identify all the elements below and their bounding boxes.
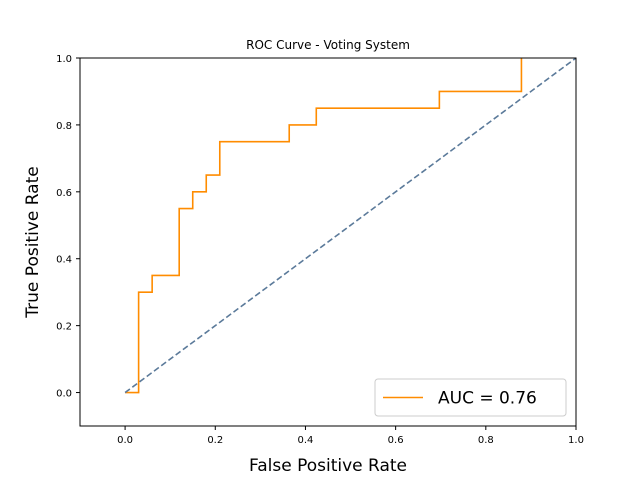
y-tick-label: 0.8 (56, 121, 72, 132)
chart-title: ROC Curve - Voting System (246, 38, 410, 52)
axis-ticks: 0.0 0.2 0.4 0.6 0.8 1.0 0.0 0.2 0.4 0.6 0.8 1.0 (56, 54, 584, 446)
legend-label: AUC = 0.76 (438, 389, 537, 409)
x-tick-label: 0.6 (388, 435, 404, 446)
plot-frame (79, 57, 577, 427)
x-tick-label: 0.8 (478, 435, 494, 446)
roc-curve-line (125, 58, 523, 394)
x-tick-label: 0.2 (207, 435, 223, 446)
y-tick-label: 0.4 (56, 255, 72, 266)
x-tick-label: 1.0 (568, 435, 584, 446)
series-layer (124, 57, 577, 394)
legend: AUC = 0.76 (374, 378, 567, 417)
x-axis-label: False Positive Rate (249, 456, 407, 476)
x-tick-label: 0.4 (298, 435, 314, 446)
y-tick-label: 0.0 (56, 389, 72, 400)
y-tick-label: 1.0 (56, 54, 72, 65)
y-tick-label: 0.6 (56, 188, 72, 199)
legend-box (374, 378, 567, 417)
chance-diagonal-line (124, 57, 577, 394)
y-axis-label: True Positive Rate (23, 166, 43, 318)
y-tick-label: 0.2 (56, 322, 72, 333)
x-tick-label: 0.0 (117, 435, 133, 446)
